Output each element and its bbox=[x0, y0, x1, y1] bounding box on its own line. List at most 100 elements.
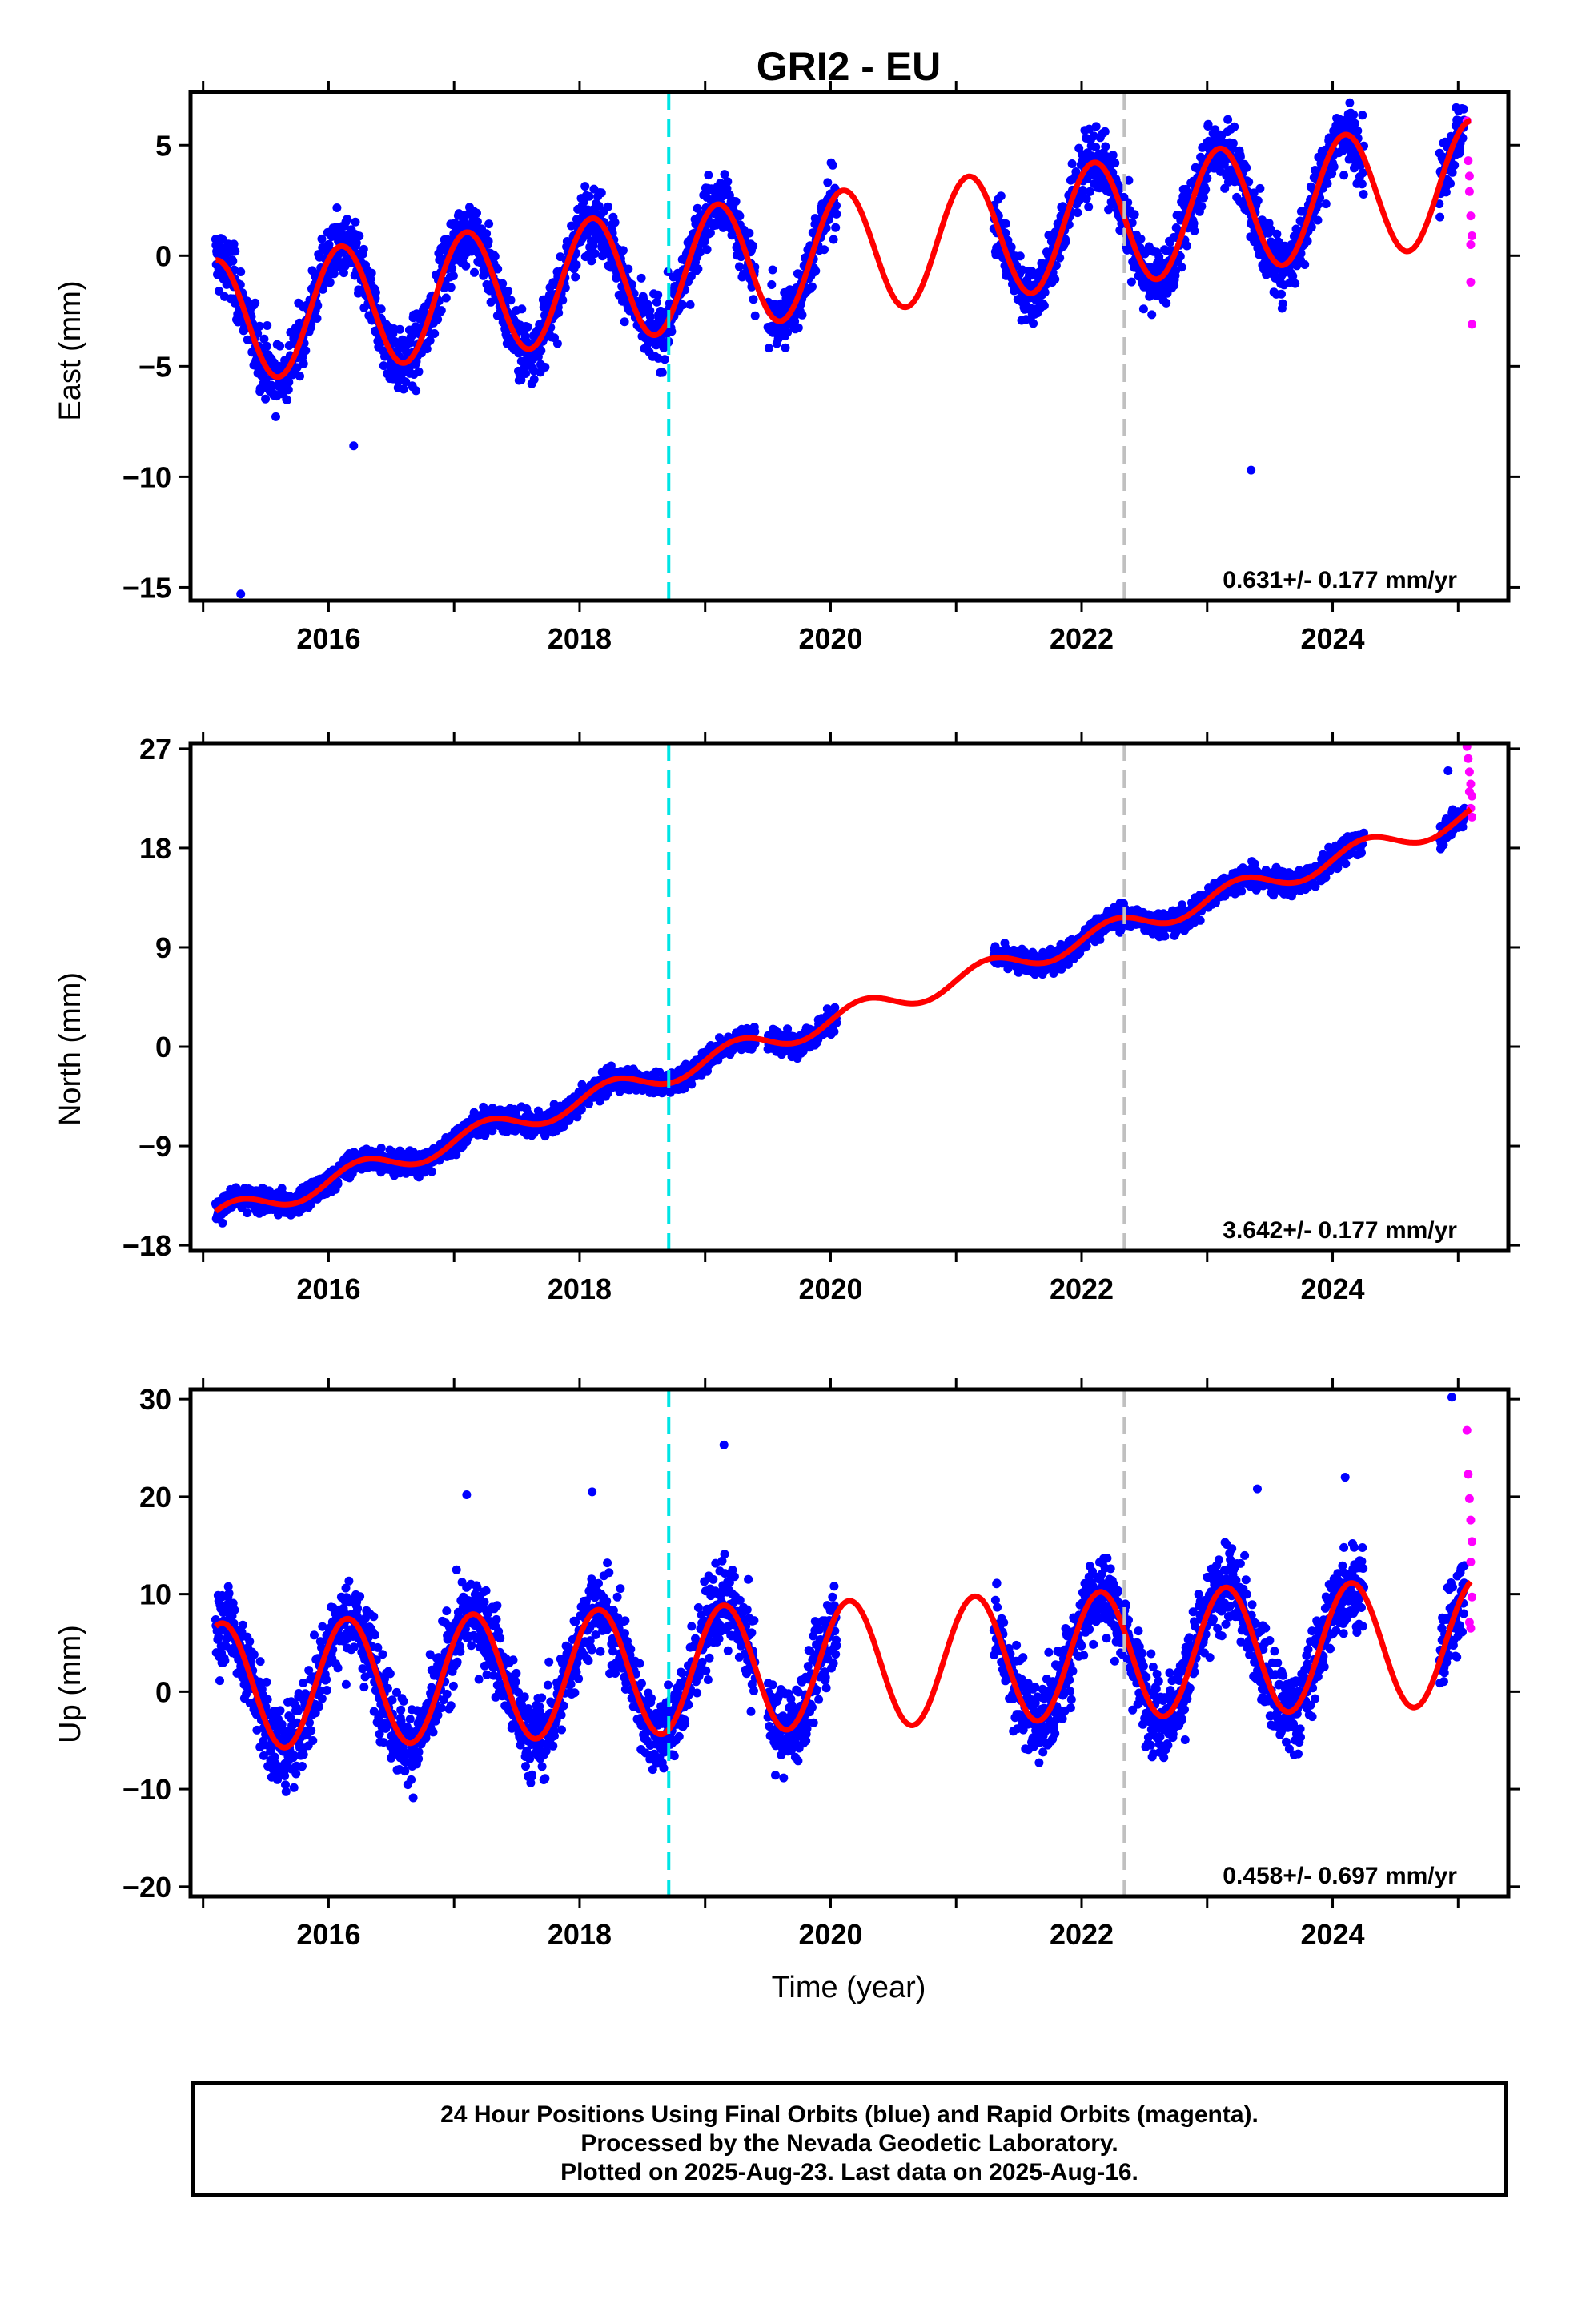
east-data-point bbox=[433, 315, 443, 324]
east-data-point bbox=[657, 368, 667, 377]
north-data-point bbox=[243, 1208, 252, 1218]
east-data-point bbox=[263, 321, 272, 330]
east-data-point bbox=[1006, 243, 1016, 252]
east-data-point bbox=[436, 306, 446, 316]
east-data-point bbox=[723, 177, 733, 187]
east-rapid-orbit-point bbox=[1468, 320, 1477, 329]
east-data-point bbox=[645, 312, 655, 321]
east-data-point bbox=[1182, 241, 1191, 251]
east-data-point bbox=[624, 264, 633, 274]
east-data-point bbox=[498, 279, 508, 288]
east-data-point bbox=[1130, 210, 1139, 219]
east-data-point bbox=[523, 322, 532, 332]
east-data-point bbox=[228, 256, 238, 266]
east-data-point bbox=[636, 273, 646, 283]
east-data-point bbox=[1459, 104, 1468, 114]
east-data-point bbox=[584, 191, 594, 201]
east-data-point bbox=[580, 182, 590, 191]
east-data-point bbox=[299, 359, 308, 368]
east-data-point bbox=[767, 280, 777, 289]
east-data-point bbox=[1323, 179, 1332, 188]
east-data-point bbox=[376, 304, 386, 314]
east-data-point bbox=[610, 218, 620, 227]
east-data-point bbox=[701, 236, 709, 246]
east-data-point bbox=[236, 267, 246, 276]
east-data-point bbox=[317, 234, 327, 243]
east-x-tick-label: 2016 bbox=[296, 622, 360, 655]
east-data-point bbox=[832, 209, 841, 219]
east-data-point bbox=[275, 341, 285, 351]
east-data-point bbox=[764, 344, 773, 353]
east-data-point bbox=[231, 247, 240, 256]
east-data-point bbox=[653, 290, 663, 300]
east-frame bbox=[188, 90, 1511, 603]
east-data-point bbox=[823, 178, 833, 187]
east-data-point bbox=[1018, 265, 1027, 275]
east-rate-label: 0.631+/- 0.177 mm/yr bbox=[1223, 567, 1457, 593]
north-data-point bbox=[687, 1080, 697, 1089]
east-final-orbit-points bbox=[211, 98, 1469, 599]
east-rapid-orbit-point bbox=[1464, 187, 1474, 196]
east-data-point bbox=[367, 268, 376, 278]
east-data-point bbox=[414, 367, 424, 376]
east-data-point bbox=[484, 219, 494, 229]
east-data-point bbox=[332, 203, 342, 212]
east-data-point bbox=[1350, 119, 1359, 128]
east-data-point bbox=[1100, 127, 1110, 136]
east-data-point bbox=[620, 317, 629, 327]
east-data-point bbox=[1078, 186, 1087, 195]
east-data-point bbox=[572, 260, 581, 270]
east-data-point bbox=[506, 296, 516, 305]
east-data-point bbox=[536, 346, 546, 356]
east-data-point bbox=[1266, 224, 1275, 234]
east-data-point bbox=[1001, 228, 1010, 238]
east-data-point bbox=[1108, 151, 1118, 160]
east-data-point bbox=[768, 265, 777, 275]
east-data-point bbox=[1327, 169, 1337, 179]
east-data-point bbox=[1189, 219, 1199, 228]
east-data-point bbox=[283, 385, 293, 395]
east-data-point bbox=[517, 304, 527, 314]
east-data-point bbox=[678, 300, 688, 310]
east-data-point bbox=[1272, 229, 1282, 239]
east-data-point bbox=[262, 341, 271, 351]
east-data-point bbox=[412, 386, 421, 396]
east-rapid-orbit-point bbox=[1464, 171, 1474, 181]
east-data-point bbox=[1228, 139, 1238, 148]
east-data-point bbox=[1446, 179, 1455, 188]
east-data-point bbox=[1300, 260, 1310, 269]
east-data-point bbox=[618, 246, 628, 255]
east-data-point bbox=[1061, 237, 1070, 247]
east-data-point bbox=[1177, 263, 1186, 272]
east-data-point bbox=[704, 171, 713, 180]
east-data-point bbox=[1050, 275, 1060, 284]
east-data-point bbox=[1203, 119, 1213, 129]
east-data-point bbox=[587, 256, 596, 266]
east-data-point bbox=[504, 287, 513, 296]
east-data-point bbox=[540, 363, 550, 372]
east-data-point bbox=[829, 235, 838, 244]
east-data-point bbox=[750, 311, 760, 320]
east-data-point bbox=[571, 272, 580, 282]
east-data-point bbox=[271, 412, 280, 421]
east-data-point bbox=[781, 343, 790, 352]
east-data-point bbox=[1147, 310, 1157, 320]
east-data-point bbox=[1358, 111, 1367, 120]
east-data-point bbox=[831, 223, 841, 232]
east-data-point bbox=[652, 297, 661, 307]
east-data-point bbox=[472, 208, 481, 218]
east-data-point bbox=[720, 170, 729, 179]
east-data-point bbox=[560, 283, 570, 292]
east-data-point bbox=[425, 336, 435, 345]
east-data-point bbox=[255, 321, 264, 331]
east-panel: East (mm) 0.631+/- 0.177 mm/yr 50−5−10−1… bbox=[54, 81, 1520, 655]
north-data-point bbox=[376, 1144, 386, 1152]
east-data-point bbox=[461, 261, 471, 271]
east-data-point bbox=[324, 239, 334, 249]
east-data-point bbox=[267, 380, 276, 390]
east-data-point bbox=[490, 251, 500, 261]
north-data-point bbox=[333, 1179, 343, 1188]
east-data-point bbox=[1175, 251, 1185, 261]
east-data-point bbox=[1067, 159, 1077, 168]
